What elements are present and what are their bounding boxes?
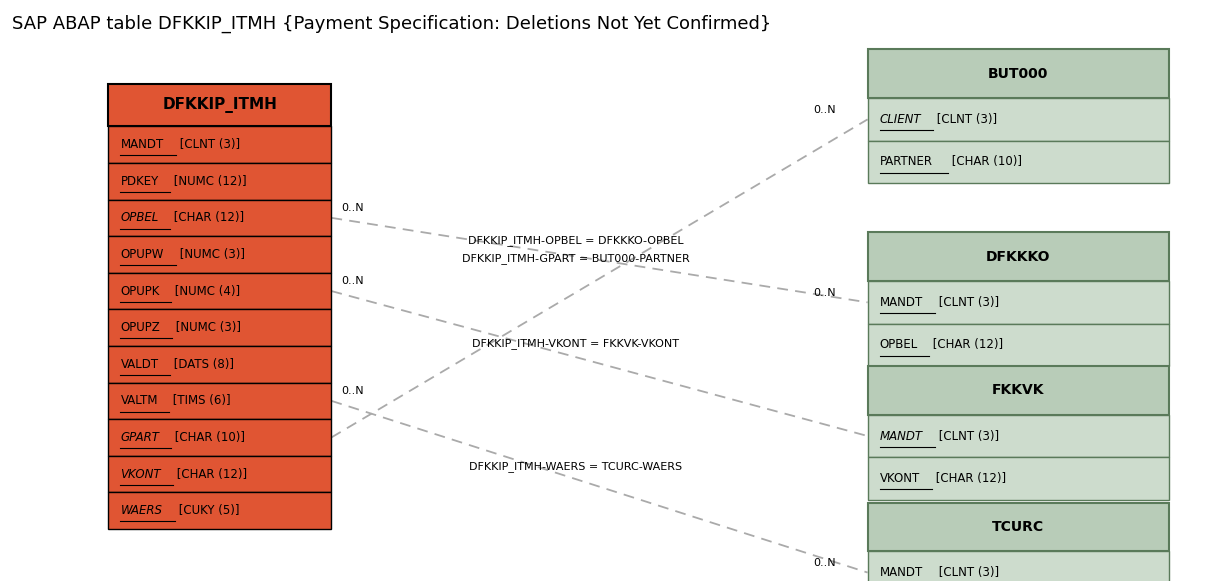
FancyBboxPatch shape	[868, 49, 1169, 98]
FancyBboxPatch shape	[108, 163, 331, 199]
Text: DFKKIP_ITMH-VKONT = FKKVK-VKONT: DFKKIP_ITMH-VKONT = FKKVK-VKONT	[472, 338, 678, 349]
FancyBboxPatch shape	[868, 281, 1169, 324]
Text: [DATS (8)]: [DATS (8)]	[170, 358, 234, 371]
FancyBboxPatch shape	[868, 232, 1169, 281]
Text: MANDT: MANDT	[880, 566, 923, 579]
Text: MANDT: MANDT	[880, 296, 923, 309]
FancyBboxPatch shape	[108, 236, 331, 272]
Text: OPUPZ: OPUPZ	[120, 321, 160, 334]
FancyBboxPatch shape	[108, 199, 331, 236]
Text: [CHAR (10)]: [CHAR (10)]	[948, 155, 1022, 168]
FancyBboxPatch shape	[868, 141, 1169, 183]
Text: OPUPK: OPUPK	[120, 285, 160, 297]
Text: [CLNT (3)]: [CLNT (3)]	[935, 429, 999, 443]
Text: MANDT: MANDT	[880, 429, 923, 443]
Text: 0..N: 0..N	[813, 105, 836, 114]
Text: [CHAR (12)]: [CHAR (12)]	[172, 468, 247, 480]
Text: [CLNT (3)]: [CLNT (3)]	[176, 138, 241, 151]
FancyBboxPatch shape	[868, 457, 1169, 500]
Text: PDKEY: PDKEY	[120, 175, 159, 188]
Text: 0..N: 0..N	[341, 386, 364, 396]
Text: 0..N: 0..N	[813, 558, 836, 568]
Text: CLIENT: CLIENT	[880, 113, 921, 126]
Text: PARTNER: PARTNER	[880, 155, 933, 168]
FancyBboxPatch shape	[108, 84, 331, 126]
Text: 0..N: 0..N	[341, 277, 364, 286]
Text: [CLNT (3)]: [CLNT (3)]	[935, 296, 1000, 309]
FancyBboxPatch shape	[108, 419, 331, 456]
Text: DFKKIP_ITMH: DFKKIP_ITMH	[163, 97, 277, 113]
FancyBboxPatch shape	[108, 456, 331, 492]
Text: [CHAR (12)]: [CHAR (12)]	[170, 211, 243, 224]
FancyBboxPatch shape	[108, 492, 331, 529]
Text: OPBEL: OPBEL	[120, 211, 159, 224]
Text: VKONT: VKONT	[880, 472, 919, 485]
Text: [CLNT (3)]: [CLNT (3)]	[935, 566, 1000, 579]
Text: [TIMS (6)]: [TIMS (6)]	[169, 394, 230, 407]
Text: MANDT: MANDT	[120, 138, 164, 151]
FancyBboxPatch shape	[868, 503, 1169, 551]
FancyBboxPatch shape	[868, 551, 1169, 581]
FancyBboxPatch shape	[868, 324, 1169, 366]
Text: [CHAR (12)]: [CHAR (12)]	[931, 472, 1006, 485]
Text: DFKKKO: DFKKKO	[986, 250, 1051, 264]
FancyBboxPatch shape	[108, 126, 331, 163]
Text: [CUKY (5)]: [CUKY (5)]	[175, 504, 240, 517]
Text: BUT000: BUT000	[988, 67, 1048, 81]
Text: [CHAR (10)]: [CHAR (10)]	[171, 431, 245, 444]
FancyBboxPatch shape	[108, 272, 331, 309]
Text: VKONT: VKONT	[120, 468, 161, 480]
Text: OPUPW: OPUPW	[120, 248, 164, 261]
Text: [NUMC (12)]: [NUMC (12)]	[170, 175, 247, 188]
FancyBboxPatch shape	[868, 98, 1169, 141]
FancyBboxPatch shape	[108, 309, 331, 346]
Text: OPBEL: OPBEL	[880, 338, 918, 352]
Text: DFKKIP_ITMH-WAERS = TCURC-WAERS: DFKKIP_ITMH-WAERS = TCURC-WAERS	[469, 461, 682, 472]
Text: [NUMC (4)]: [NUMC (4)]	[171, 285, 241, 297]
Text: [CHAR (12)]: [CHAR (12)]	[929, 338, 1003, 352]
FancyBboxPatch shape	[868, 415, 1169, 457]
Text: DFKKIP_ITMH-OPBEL = DFKKKO-OPBEL: DFKKIP_ITMH-OPBEL = DFKKKO-OPBEL	[468, 235, 683, 246]
FancyBboxPatch shape	[108, 382, 331, 419]
Text: VALDT: VALDT	[120, 358, 159, 371]
Text: WAERS: WAERS	[120, 504, 163, 517]
Text: 0..N: 0..N	[341, 203, 364, 213]
FancyBboxPatch shape	[868, 366, 1169, 415]
Text: TCURC: TCURC	[992, 520, 1045, 534]
Text: [CLNT (3)]: [CLNT (3)]	[933, 113, 998, 126]
Text: [NUMC (3)]: [NUMC (3)]	[176, 248, 246, 261]
Text: 0..N: 0..N	[813, 288, 836, 297]
Text: [NUMC (3)]: [NUMC (3)]	[172, 321, 241, 334]
Text: FKKVK: FKKVK	[992, 383, 1045, 397]
FancyBboxPatch shape	[108, 346, 331, 382]
Text: VALTM: VALTM	[120, 394, 158, 407]
Text: SAP ABAP table DFKKIP_ITMH {Payment Specification: Deletions Not Yet Confirmed}: SAP ABAP table DFKKIP_ITMH {Payment Spec…	[12, 15, 771, 33]
Text: DFKKIP_ITMH-GPART = BUT000-PARTNER: DFKKIP_ITMH-GPART = BUT000-PARTNER	[462, 253, 689, 264]
Text: GPART: GPART	[120, 431, 159, 444]
